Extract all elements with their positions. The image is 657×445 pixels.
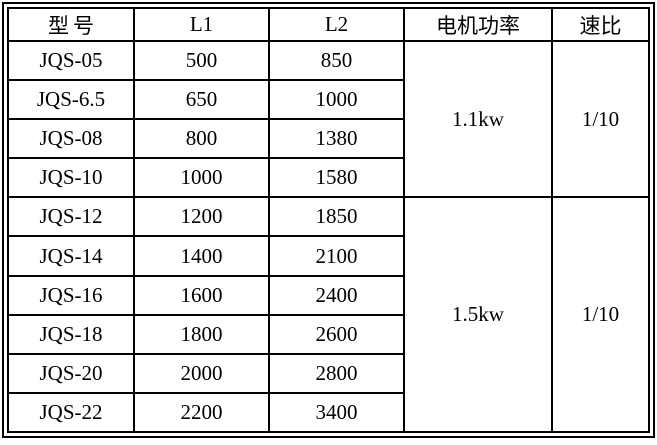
- l2-cell: 2600: [268, 313, 405, 355]
- l1-cell: 1600: [133, 274, 270, 316]
- spec-table-frame: 型号 L1 L2 电机功率 速比 JQS-05 500 850 1.1kw 1/…: [2, 2, 655, 438]
- table-row: JQS-20 2000 2800: [7, 352, 649, 394]
- spec-table: 型号 L1 L2 电机功率 速比 JQS-05 500 850 1.1kw 1/…: [7, 7, 650, 434]
- l2-cell: 1380: [268, 118, 405, 160]
- power-cell-group1: 1.1kw: [403, 39, 553, 199]
- model-cell: JQS-16: [7, 274, 135, 316]
- model-cell: JQS-22: [7, 391, 135, 434]
- table-row: JQS-6.5 650 1000: [7, 79, 649, 121]
- l1-cell: 2000: [133, 352, 270, 394]
- l1-cell: 1400: [133, 235, 270, 277]
- l2-cell: 850: [268, 39, 405, 82]
- l1-cell: 500: [133, 39, 270, 82]
- col-header-power: 电机功率: [403, 7, 553, 42]
- col-header-l1: L1: [133, 7, 270, 42]
- l2-cell: 2100: [268, 235, 405, 277]
- l1-cell: 1200: [133, 196, 270, 238]
- l2-cell: 1580: [268, 157, 405, 199]
- model-cell: JQS-08: [7, 118, 135, 160]
- model-cell: JQS-05: [7, 39, 135, 82]
- l1-cell: 800: [133, 118, 270, 160]
- l2-cell: 2400: [268, 274, 405, 316]
- model-cell: JQS-14: [7, 235, 135, 277]
- table-row: JQS-18 1800 2600: [7, 313, 649, 355]
- l2-cell: 1000: [268, 79, 405, 121]
- model-cell: JQS-6.5: [7, 79, 135, 121]
- l2-cell: 3400: [268, 391, 405, 434]
- power-cell-group2: 1.5kw: [403, 196, 553, 433]
- l1-cell: 1000: [133, 157, 270, 199]
- table-row: JQS-22 2200 3400: [7, 391, 649, 434]
- l1-cell: 1800: [133, 313, 270, 355]
- table-row: JQS-16 1600 2400: [7, 274, 649, 316]
- table-row: JQS-12 1200 1850 1.5kw 1/10: [7, 196, 650, 433]
- col-header-ratio: 速比: [551, 7, 650, 42]
- table-row: JQS-10 1000 1580: [7, 157, 649, 199]
- model-cell: JQS-18: [7, 313, 135, 355]
- l1-cell: 2200: [133, 391, 270, 434]
- l1-cell: 650: [133, 79, 270, 121]
- l2-cell: 1850: [268, 196, 405, 238]
- table-row: JQS-08 800 1380: [7, 118, 649, 160]
- table-row: JQS-05 500 850 1.1kw 1/10: [7, 39, 650, 199]
- col-header-model: 型号: [7, 7, 135, 42]
- model-cell: JQS-20: [7, 352, 135, 394]
- model-cell: JQS-10: [7, 157, 135, 199]
- ratio-cell-group2: 1/10: [551, 196, 650, 433]
- l2-cell: 2800: [268, 352, 405, 394]
- col-header-l2: L2: [268, 7, 405, 42]
- ratio-cell-group1: 1/10: [551, 39, 650, 199]
- header-row: 型号 L1 L2 电机功率 速比: [7, 7, 650, 42]
- table-row: JQS-14 1400 2100: [7, 235, 649, 277]
- model-cell: JQS-12: [7, 196, 135, 238]
